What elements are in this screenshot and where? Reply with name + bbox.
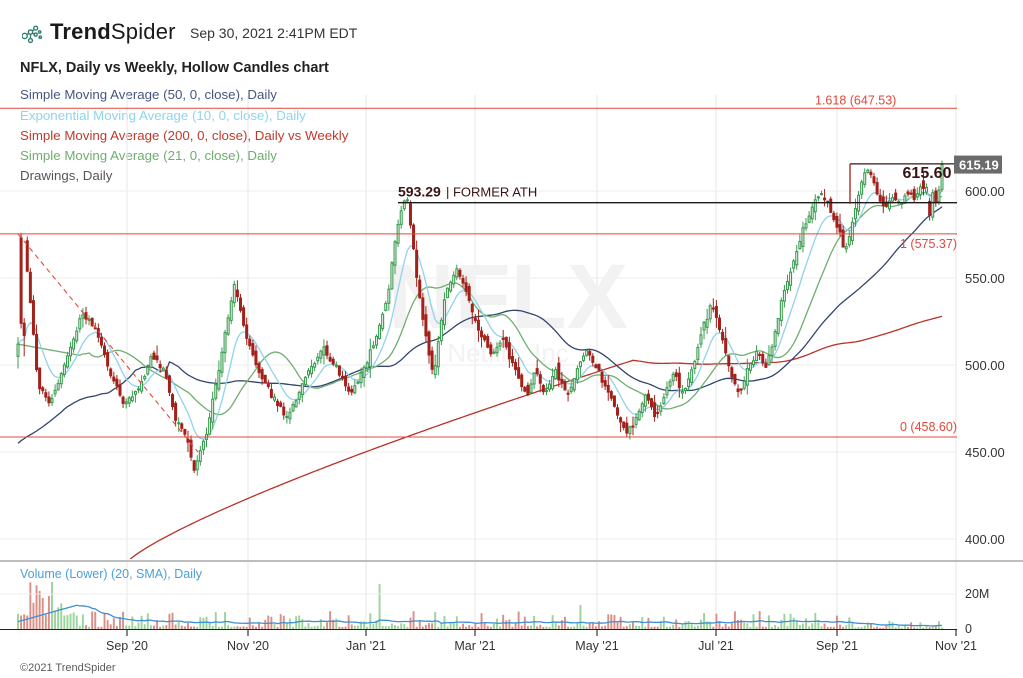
svg-text:Sep '20: Sep '20 <box>106 639 148 653</box>
svg-text:600.00: 600.00 <box>965 184 1005 199</box>
svg-text:615.60: 615.60 <box>903 165 952 182</box>
svg-text:Jan '21: Jan '21 <box>346 639 386 653</box>
svg-text:Mar '21: Mar '21 <box>454 639 495 653</box>
svg-text:0: 0 <box>965 622 972 636</box>
svg-text:20M: 20M <box>965 587 989 601</box>
svg-text:Sep '21: Sep '21 <box>816 639 858 653</box>
svg-text:| FORMER ATH: | FORMER ATH <box>446 185 537 200</box>
svg-text:Volume (Lower) (20, SMA), Dail: Volume (Lower) (20, SMA), Daily <box>20 567 203 581</box>
svg-text:550.00: 550.00 <box>965 271 1005 286</box>
svg-text:400.00: 400.00 <box>965 532 1005 547</box>
svg-text:500.00: 500.00 <box>965 358 1005 373</box>
svg-text:May '21: May '21 <box>575 639 618 653</box>
svg-text:Nov '21: Nov '21 <box>935 639 977 653</box>
svg-text:1.618 (647.53): 1.618 (647.53) <box>815 93 896 107</box>
svg-text:450.00: 450.00 <box>965 445 1005 460</box>
svg-text:Nov '20: Nov '20 <box>227 639 269 653</box>
svg-text:1 (575.37): 1 (575.37) <box>900 237 957 251</box>
svg-text:NFLX: NFLX <box>388 246 628 348</box>
svg-text:0 (458.60): 0 (458.60) <box>900 420 957 434</box>
svg-text:593.29: 593.29 <box>398 184 441 200</box>
svg-text:Jul '21: Jul '21 <box>698 639 734 653</box>
svg-text:615.19: 615.19 <box>959 158 999 173</box>
